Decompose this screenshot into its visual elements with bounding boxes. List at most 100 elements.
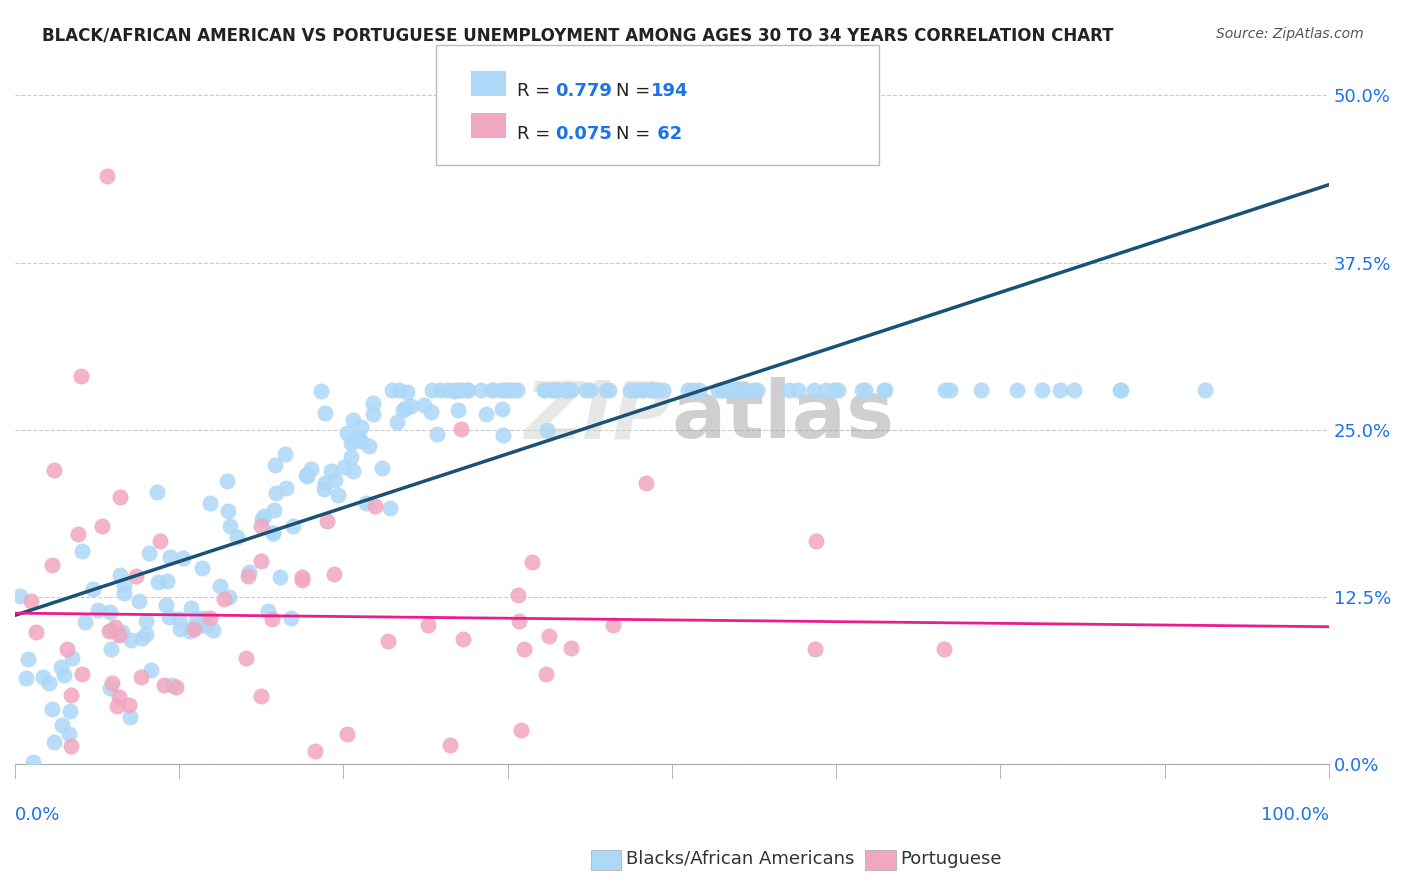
- Point: [1063, 383, 1085, 397]
- Point: [934, 383, 956, 397]
- Point: [180, 619, 202, 633]
- Point: [640, 383, 662, 397]
- Point: [1031, 383, 1053, 397]
- Point: [475, 407, 498, 421]
- Point: [536, 423, 558, 437]
- Point: [456, 383, 478, 397]
- Point: [160, 678, 183, 692]
- Point: [970, 383, 993, 397]
- Point: [135, 615, 157, 629]
- Point: [51, 718, 73, 732]
- Point: [262, 526, 284, 541]
- Point: [291, 570, 314, 584]
- Point: [58, 726, 80, 740]
- Point: [105, 698, 128, 713]
- Point: [631, 383, 654, 397]
- Point: [190, 616, 212, 631]
- Point: [806, 533, 828, 548]
- Text: 0.075: 0.075: [555, 125, 612, 143]
- Point: [159, 549, 181, 564]
- Point: [111, 624, 134, 639]
- Point: [108, 628, 131, 642]
- Point: [364, 499, 387, 513]
- Point: [533, 383, 555, 397]
- Point: [264, 486, 287, 500]
- Point: [492, 427, 515, 442]
- Point: [262, 525, 284, 540]
- Point: [253, 509, 276, 524]
- Text: N =: N =: [616, 125, 655, 143]
- Point: [827, 383, 849, 397]
- Point: [498, 383, 520, 397]
- Point: [399, 399, 422, 413]
- Point: [100, 623, 122, 637]
- Text: 0.0%: 0.0%: [15, 806, 60, 824]
- Point: [339, 436, 361, 450]
- Point: [350, 434, 373, 448]
- Point: [110, 568, 132, 582]
- Point: [447, 402, 470, 417]
- Point: [323, 567, 346, 582]
- Point: [744, 383, 766, 397]
- Point: [443, 383, 465, 397]
- Point: [815, 383, 838, 397]
- Point: [1005, 383, 1028, 397]
- Point: [52, 668, 75, 682]
- Point: [194, 619, 217, 633]
- Point: [167, 612, 190, 626]
- Point: [682, 383, 704, 397]
- Point: [280, 611, 302, 625]
- Point: [496, 383, 519, 397]
- Point: [249, 518, 271, 533]
- Point: [522, 556, 544, 570]
- Point: [10, 589, 32, 603]
- Point: [281, 518, 304, 533]
- Point: [938, 383, 960, 397]
- Point: [135, 626, 157, 640]
- Point: [538, 629, 561, 643]
- Point: [342, 464, 364, 478]
- Point: [20, 593, 42, 607]
- Point: [706, 383, 728, 397]
- Text: Source: ZipAtlas.com: Source: ZipAtlas.com: [1216, 27, 1364, 41]
- Point: [118, 698, 141, 712]
- Point: [179, 624, 201, 638]
- Point: [543, 383, 565, 397]
- Point: [314, 405, 336, 419]
- Point: [342, 432, 364, 446]
- Point: [336, 426, 359, 441]
- Point: [193, 611, 215, 625]
- Point: [120, 633, 142, 648]
- Point: [262, 612, 284, 626]
- Point: [198, 611, 221, 625]
- Point: [443, 384, 465, 398]
- Point: [97, 624, 120, 639]
- Point: [787, 383, 810, 397]
- Text: Blacks/African Americans: Blacks/African Americans: [626, 850, 853, 868]
- Point: [392, 403, 415, 417]
- Point: [1108, 383, 1130, 397]
- Point: [157, 610, 180, 624]
- Point: [336, 727, 359, 741]
- Point: [378, 501, 401, 516]
- Point: [875, 383, 897, 397]
- Point: [395, 384, 418, 399]
- Point: [595, 383, 617, 397]
- Point: [342, 413, 364, 427]
- Point: [513, 641, 536, 656]
- Point: [370, 460, 392, 475]
- Text: 194: 194: [651, 82, 689, 100]
- Point: [1109, 383, 1132, 397]
- Point: [235, 651, 257, 665]
- Point: [108, 490, 131, 504]
- Point: [236, 569, 259, 583]
- Point: [747, 383, 769, 397]
- Point: [361, 396, 384, 410]
- Point: [574, 383, 596, 397]
- Point: [803, 642, 825, 657]
- Point: [541, 383, 564, 397]
- Point: [14, 671, 37, 685]
- Point: [294, 467, 316, 482]
- Point: [149, 533, 172, 548]
- Text: 62: 62: [651, 125, 682, 143]
